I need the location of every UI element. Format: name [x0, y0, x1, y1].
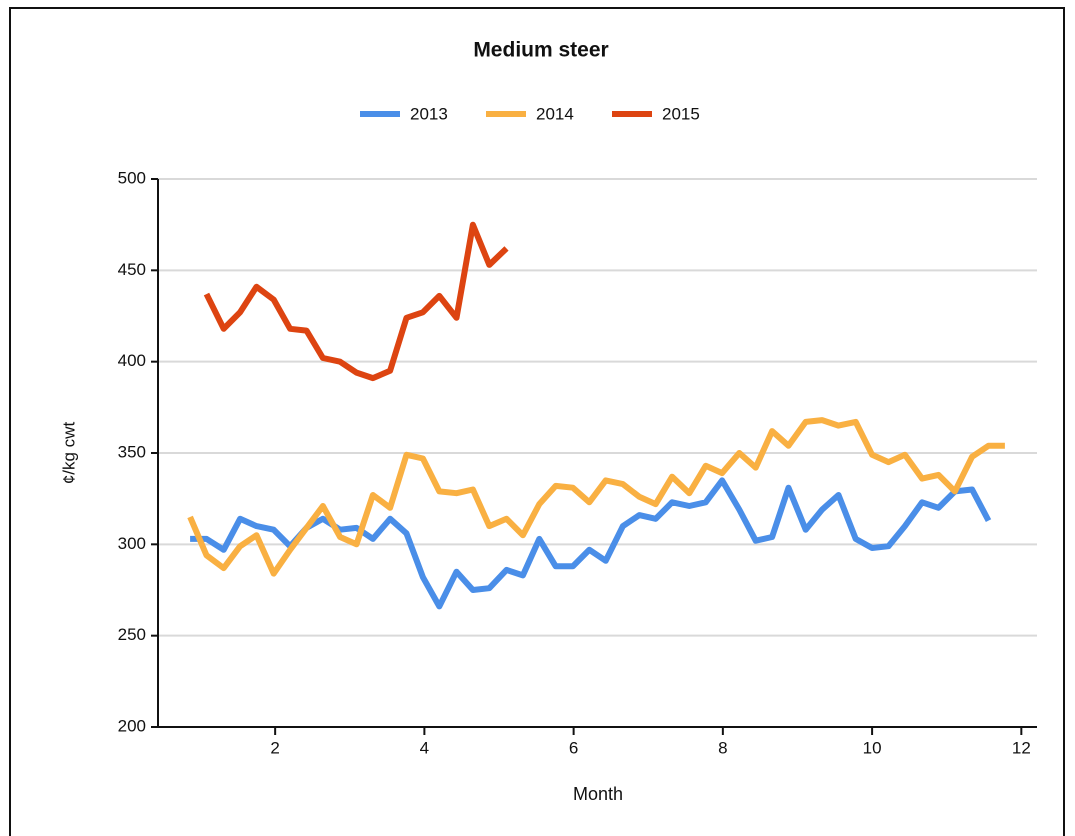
chart-title: Medium steer — [473, 39, 608, 62]
x-axis-label: Month — [573, 784, 623, 804]
y-axis-label: ¢/kg cwt — [59, 422, 78, 485]
series-line — [187, 417, 1005, 577]
y-tick-label: 450 — [118, 260, 146, 279]
y-tick-label: 200 — [118, 716, 146, 735]
legend-label: 2015 — [662, 104, 700, 123]
y-tick-label: 250 — [118, 625, 146, 644]
y-tick-label: 300 — [118, 534, 146, 553]
x-tick-label: 12 — [1012, 738, 1031, 757]
series-line — [203, 221, 509, 382]
x-tick-label: 10 — [863, 738, 882, 757]
x-tick-label: 4 — [420, 738, 429, 757]
legend-label: 2014 — [536, 104, 574, 123]
series-line — [190, 477, 992, 610]
y-tick-label: 500 — [118, 168, 146, 187]
x-tick-label: 6 — [569, 738, 578, 757]
frame — [9, 7, 1065, 836]
y-tick-label: 350 — [118, 442, 146, 461]
y-tick-label: 400 — [118, 351, 146, 370]
x-tick-label: 8 — [718, 738, 727, 757]
x-tick-label: 2 — [270, 738, 279, 757]
legend-label: 2013 — [410, 104, 448, 123]
